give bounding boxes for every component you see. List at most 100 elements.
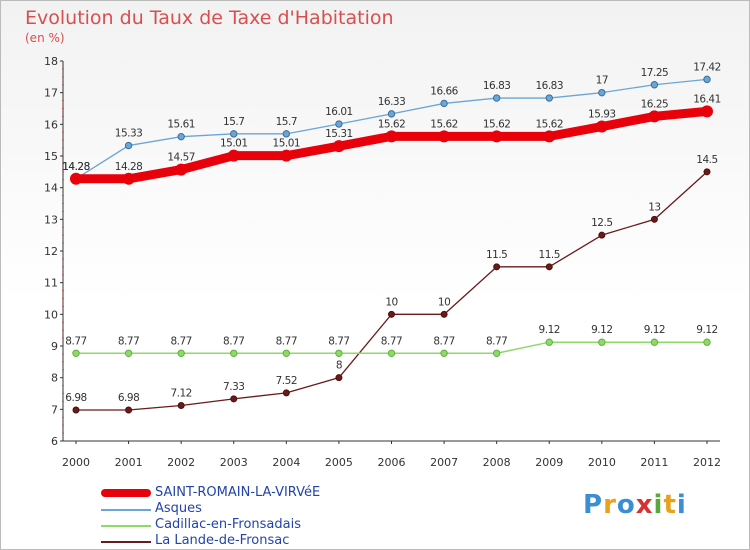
data-label: 8.77: [65, 335, 86, 347]
data-label: 15.31: [325, 128, 353, 140]
x-tick-label: 2002: [167, 456, 195, 469]
data-label: 16.01: [325, 106, 353, 118]
data-point: [648, 110, 661, 123]
data-label: 16.66: [430, 85, 458, 97]
x-tick-label: 2008: [483, 456, 511, 469]
data-point: [388, 310, 395, 318]
legend-label-asques: Asques: [155, 501, 202, 516]
y-tick-label: 10: [44, 308, 58, 321]
x-tick-label: 2003: [220, 456, 248, 469]
legend-swatch-asques: [101, 509, 151, 511]
data-point: [177, 132, 185, 141]
series-line: [75, 171, 708, 411]
data-label: 9.12: [644, 324, 665, 336]
data-label: 7.52: [276, 375, 297, 387]
data-point: [282, 349, 291, 357]
data-label: 9.12: [539, 324, 560, 336]
logo-letter: P: [583, 490, 604, 520]
data-label: 8.77: [381, 335, 402, 347]
data-label: 16.83: [535, 80, 563, 92]
data-point: [230, 349, 238, 357]
data-point: [177, 402, 185, 410]
y-tick-label: 17: [44, 87, 58, 100]
data-label: 8.77: [328, 335, 349, 347]
data-label: 15.62: [535, 118, 563, 130]
data-label: 8.77: [170, 335, 191, 347]
y-tick-label: 15: [44, 150, 58, 163]
data-point: [703, 338, 711, 346]
chart-title: Evolution du Taux de Taxe d'Habitation: [25, 7, 394, 29]
data-label: 8.77: [118, 335, 139, 347]
data-label: 15.01: [273, 138, 301, 150]
data-label: 17: [596, 75, 608, 87]
data-label: 15.62: [378, 118, 406, 130]
data-label: 15.93: [588, 109, 616, 121]
data-point: [230, 130, 238, 138]
data-label: 7.12: [170, 388, 191, 400]
logo-letter: r: [603, 490, 617, 520]
data-point: [492, 349, 501, 357]
x-tick-label: 2011: [640, 456, 668, 469]
data-point: [598, 88, 606, 97]
data-label: 8.77: [433, 335, 454, 347]
data-point: [335, 374, 343, 382]
data-label: 7.33: [223, 381, 244, 393]
data-point: [438, 130, 451, 143]
data-label: 8.77: [486, 335, 507, 347]
legend-label-saint-romain: SAINT-ROMAIN-LA-VIRVéE: [155, 485, 321, 500]
legend-label-la-lande: La Lande-de-Fronsac: [155, 533, 290, 548]
chart-subtitle: (en %): [25, 31, 65, 45]
data-point: [175, 163, 188, 176]
data-label: 6.98: [65, 392, 86, 404]
data-point: [701, 105, 713, 118]
data-label: 6.98: [118, 392, 139, 404]
data-point: [72, 349, 80, 357]
data-label: 12.5: [591, 217, 612, 229]
x-tick-label: 2007: [430, 456, 458, 469]
logo-letter: i: [653, 490, 664, 520]
data-label: 16.25: [641, 98, 669, 110]
x-tick-label: 2000: [62, 456, 90, 469]
data-point: [72, 406, 80, 414]
data-point: [125, 406, 133, 414]
legend-swatch-cadillac: [101, 525, 151, 527]
data-point: [440, 349, 448, 357]
data-label: 15.33: [115, 128, 143, 140]
data-label: 15.7: [276, 116, 297, 128]
logo-letter: o: [616, 490, 636, 520]
data-label: 14.28: [62, 161, 90, 173]
x-tick-label: 2006: [378, 456, 406, 469]
data-point: [122, 172, 135, 185]
data-point: [543, 130, 556, 143]
data-point: [124, 349, 133, 357]
data-point: [650, 338, 659, 346]
data-label: 15.62: [483, 118, 511, 130]
data-point: [230, 395, 238, 403]
y-tick-label: 8: [51, 372, 58, 385]
data-label: 13: [648, 201, 660, 213]
data-label: 8.77: [276, 335, 297, 347]
data-label: 14.28: [62, 161, 90, 173]
y-tick-label: 18: [44, 55, 58, 68]
legend-label-cadillac: Cadillac-en-Fronsadais: [155, 517, 301, 532]
data-point: [177, 349, 185, 357]
y-tick-label: 16: [44, 118, 58, 131]
logo-letter: t: [663, 490, 677, 520]
data-point: [595, 120, 608, 133]
x-tick-label: 2009: [535, 456, 563, 469]
data-label: 14.28: [115, 161, 143, 173]
data-label: 8.77: [223, 335, 244, 347]
x-tick-label: 2001: [115, 456, 143, 469]
data-point: [387, 110, 396, 118]
data-label: 8: [336, 360, 342, 372]
data-point: [490, 130, 503, 143]
y-tick-label: 12: [44, 245, 58, 258]
data-point: [280, 149, 293, 162]
y-tick-label: 7: [51, 403, 58, 416]
data-point: [227, 149, 240, 162]
data-label: 9.12: [591, 324, 612, 336]
data-point: [492, 94, 501, 102]
data-label: 17.42: [693, 61, 721, 73]
data-point: [332, 140, 345, 153]
